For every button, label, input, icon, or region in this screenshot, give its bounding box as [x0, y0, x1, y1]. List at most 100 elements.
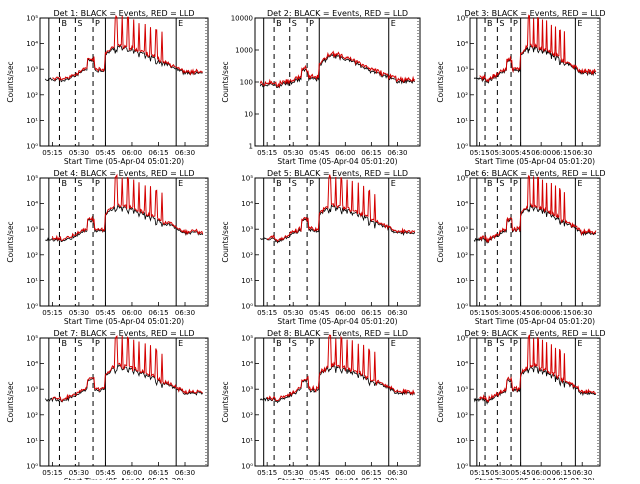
x-axis-label: Start Time (05-Apr-04 05:01:20) — [475, 317, 595, 326]
y-tick-label: 10⁵ — [26, 174, 38, 182]
x-tick-label: 06:00 — [531, 149, 551, 157]
y-tick-label: 10² — [26, 91, 38, 99]
series-events-line — [44, 44, 203, 83]
marker-letter: B — [487, 339, 493, 348]
series-lld-line — [52, 14, 203, 81]
y-tick-label: 10² — [241, 411, 253, 419]
x-tick-label: 05:15 — [257, 469, 277, 477]
panel-title: Det 8: BLACK = Events, RED = LLD — [267, 329, 408, 338]
x-tick-label: 06:00 — [122, 309, 142, 317]
y-axis-label: Counts/sec — [221, 381, 230, 422]
series-events-line — [260, 204, 416, 244]
x-tick-label: 05:15 — [469, 149, 489, 157]
series-events-line — [45, 204, 204, 243]
y-axis-label: Counts/sec — [436, 221, 445, 262]
x-tick-label: 06:30 — [175, 309, 195, 317]
y-tick-label: 10³ — [456, 226, 468, 234]
y-tick-label: 10⁴ — [456, 40, 468, 48]
detector-panel-4: Det 4: BLACK = Events, RED = LLD 10⁰ 10¹ 10… — [6, 169, 209, 326]
y-tick-label: 10⁴ — [241, 200, 253, 208]
marker-letter: B — [61, 179, 67, 188]
y-tick-label: 10² — [26, 411, 38, 419]
marker-letter: E — [391, 339, 396, 348]
y-axis-label: Counts/sec — [6, 381, 15, 422]
x-axis-label: Start Time (05-Apr-04 05:01:20) — [64, 157, 184, 166]
x-tick-label: 05:15 — [42, 469, 62, 477]
x-tick-label: 06:15 — [361, 309, 381, 317]
panel-title: Det 5: BLACK = Events, RED = LLD — [267, 169, 408, 178]
y-axis-label: Counts/sec — [221, 221, 230, 262]
plot-frame — [469, 17, 601, 147]
series-events-line — [259, 53, 415, 89]
y-axis-label: Counts/sec — [221, 61, 230, 102]
x-tick-label: 06:30 — [387, 469, 407, 477]
marker-letter: P — [95, 179, 100, 188]
marker-letter: S — [292, 179, 297, 188]
x-tick-label: 05:45 — [309, 309, 329, 317]
series-lld-line — [266, 334, 416, 401]
marker-letter: P — [309, 339, 314, 348]
x-tick-label: 06:00 — [122, 149, 142, 157]
plot-frame — [469, 177, 601, 307]
detector-panel-8: Det 8: BLACK = Events, RED = LLD 10⁰ 10¹ 10… — [221, 329, 421, 484]
detector-panel-2: Det 2: BLACK = Events, RED = LLD 1 10 100 10… — [221, 9, 421, 166]
marker-letter: B — [61, 339, 67, 348]
x-tick-label: 05:15 — [42, 309, 62, 317]
marker-letter: P — [95, 339, 100, 348]
marker-letter: P — [513, 19, 518, 28]
marker-letter: B — [487, 19, 493, 28]
y-axis-label: Counts/sec — [6, 61, 15, 102]
plot-frame — [39, 177, 209, 307]
x-tick-label: 06:00 — [335, 469, 355, 477]
y-tick-label: 10² — [456, 91, 468, 99]
x-tick-label: 06:00 — [335, 149, 355, 157]
marker-letter: B — [276, 19, 282, 28]
x-tick-label: 06:00 — [531, 309, 551, 317]
x-tick-label: 06:30 — [572, 469, 592, 477]
y-tick-label: 10⁰ — [456, 142, 468, 150]
marker-letter: S — [292, 339, 297, 348]
y-tick-label: 10⁴ — [456, 200, 468, 208]
marker-letter: P — [309, 179, 314, 188]
x-tick-label: 05:15 — [469, 469, 489, 477]
x-tick-label: 05:15 — [42, 149, 62, 157]
y-tick-label: 10⁴ — [241, 360, 253, 368]
marker-letter: B — [61, 19, 67, 28]
plot-frame — [254, 337, 421, 467]
y-tick-label: 1 — [249, 142, 253, 150]
y-tick-label: 10⁵ — [456, 174, 468, 182]
marker-letter: S — [499, 179, 504, 188]
y-tick-label: 1000 — [235, 46, 253, 54]
detector-panel-3: Det 3: BLACK = Events, RED = LLD 10⁰ 10¹ 10… — [436, 9, 605, 166]
marker-letter: P — [309, 19, 314, 28]
y-tick-label: 10⁴ — [26, 40, 38, 48]
y-tick-label: 10⁰ — [26, 302, 38, 310]
x-tick-label: 05:30 — [69, 309, 89, 317]
y-tick-label: 10¹ — [456, 117, 468, 125]
x-tick-label: 05:30 — [283, 469, 303, 477]
x-tick-label: 05:30 — [490, 309, 510, 317]
x-tick-label: 05:15 — [257, 149, 277, 157]
plot-frame — [39, 337, 209, 467]
y-tick-label: 10¹ — [241, 437, 253, 445]
plot-frame — [469, 337, 601, 467]
x-tick-label: 05:45 — [309, 469, 329, 477]
x-tick-label: 06:30 — [387, 149, 407, 157]
marker-letter: E — [391, 19, 396, 28]
x-tick-label: 05:45 — [511, 309, 531, 317]
x-tick-label: 05:45 — [95, 469, 115, 477]
x-tick-label: 05:15 — [469, 309, 489, 317]
y-tick-label: 10⁴ — [456, 360, 468, 368]
x-tick-label: 05:45 — [309, 149, 329, 157]
plot-frame — [254, 177, 421, 307]
marker-letter: S — [292, 19, 297, 28]
x-tick-label: 06:15 — [148, 309, 168, 317]
marker-letter: P — [513, 179, 518, 188]
marker-letter: P — [95, 19, 100, 28]
y-tick-label: 10³ — [241, 226, 253, 234]
x-axis-label: Start Time (05-Apr-04 05:01:20) — [277, 317, 397, 326]
series-events-line — [44, 363, 203, 403]
x-tick-label: 06:30 — [175, 469, 195, 477]
